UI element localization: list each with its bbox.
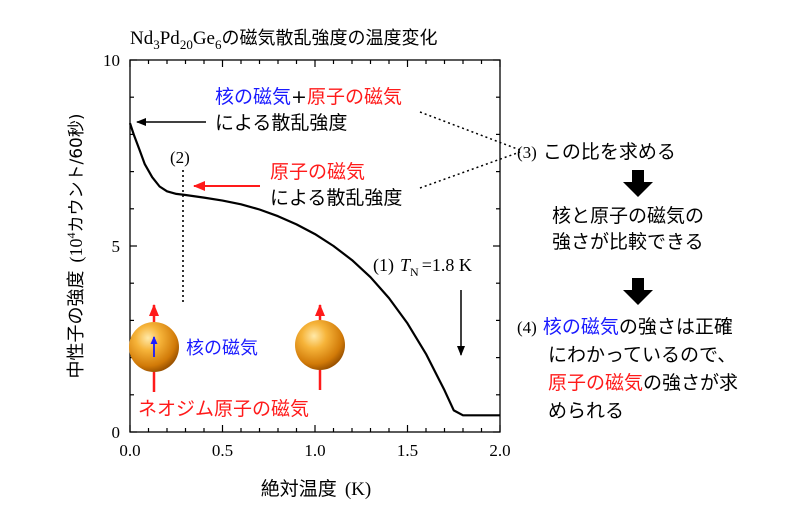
series-line (128, 122, 500, 417)
combined-scattering-label-line2: による散乱強度 (215, 112, 347, 134)
x-tick-labels: 0.0 0.5 1.0 1.5 2.0 (119, 441, 510, 460)
chart-title: Nd3Pd20Ge6の磁気散乱強度の温度変化 (130, 28, 437, 52)
x-tick-label: 2.0 (489, 441, 510, 460)
down-arrow-1 (623, 170, 653, 197)
ratio-dotted-line-lower (419, 151, 521, 189)
marker-1-tn: (1) TN =1.8 K (373, 255, 472, 279)
atomic-scattering-label: 原子の磁気 (270, 161, 365, 183)
y-tick-label: 0 (112, 423, 121, 442)
x-tick-label: 1.5 (397, 441, 418, 460)
step-3: (3) この比を求める (517, 141, 676, 163)
step-4-line-4: められる (548, 400, 624, 422)
step-4-line-1: (4) 核の磁気の強さは正確 (517, 316, 733, 338)
step-4-line-2: にわかっているので、 (548, 344, 736, 366)
y-tick-label: 10 (103, 51, 120, 70)
y-tick-labels: 0 5 10 (103, 51, 120, 442)
neodymium-magnetism-label: ネオジム原子の磁気 (138, 398, 309, 420)
marker-2: (2) (170, 148, 190, 167)
x-axis-label: 絶対温度 (K) (261, 478, 371, 500)
y-tick-label: 5 (112, 237, 121, 256)
ratio-dotted-line-upper (419, 111, 521, 151)
step-4-line-3: 原子の磁気の強さが求 (548, 372, 738, 394)
x-tick-label: 0.0 (119, 441, 140, 460)
down-arrow-2 (623, 278, 653, 305)
neodymium-sphere-2 (295, 304, 345, 390)
x-tick-label: 1.0 (304, 441, 325, 460)
atomic-scattering-label-line2: による散乱強度 (270, 187, 402, 209)
compare-line-1: 核と原子の磁気の (552, 205, 704, 227)
nuclear-magnetism-label: 核の磁気 (186, 338, 258, 359)
neodymium-sphere-1 (129, 304, 179, 392)
y-axis-label: 中性子の強度(104カウント/60秒) (64, 114, 87, 379)
x-tick-label: 0.5 (212, 441, 233, 460)
combined-scattering-label: 核の磁気+原子の磁気 (215, 86, 402, 108)
compare-line-2: 強さが比較できる (552, 231, 704, 253)
